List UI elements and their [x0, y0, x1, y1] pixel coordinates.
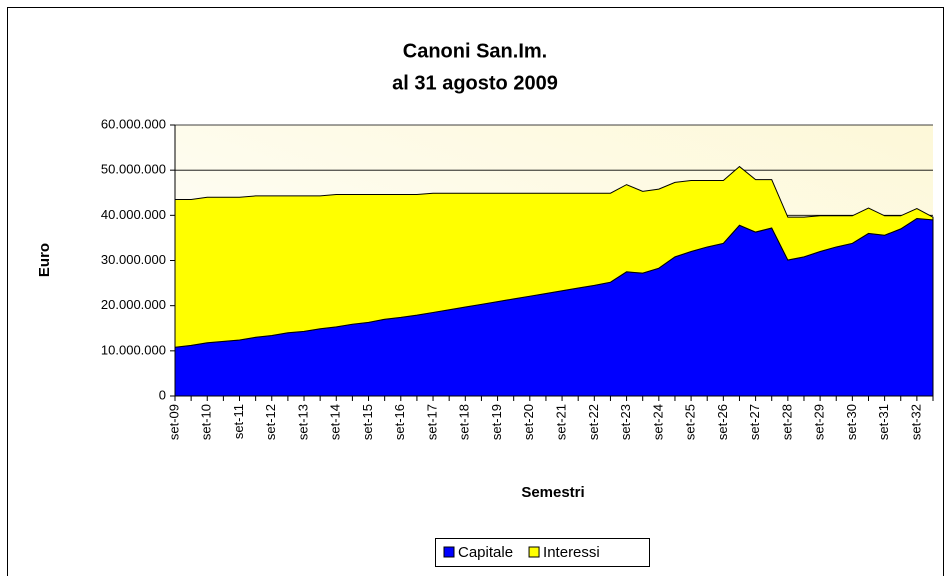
legend-label: Interessi — [543, 544, 600, 561]
legend-swatch — [443, 546, 455, 558]
x-tick-label: set-29 — [812, 404, 827, 440]
x-axis-title: Semestri — [521, 484, 584, 501]
x-tick-label: set-23 — [618, 404, 633, 440]
x-tick-label: set-11 — [231, 404, 246, 439]
x-tick-label: set-20 — [521, 404, 536, 440]
x-tick-label: set-18 — [457, 404, 472, 440]
y-tick-label: 10.000.000 — [101, 342, 166, 357]
x-tick-label: set-32 — [908, 404, 923, 440]
legend-swatch — [528, 546, 540, 558]
y-tick-label: 60.000.000 — [101, 116, 166, 131]
y-tick-label: 0 — [159, 387, 166, 402]
x-tick-label: set-14 — [328, 404, 343, 440]
x-tick-label: set-19 — [489, 404, 504, 440]
x-tick-label: set-13 — [295, 404, 310, 440]
x-tick-label: set-09 — [166, 404, 181, 440]
x-tick-label: set-16 — [392, 404, 407, 440]
y-tick-label: 20.000.000 — [101, 297, 166, 312]
y-axis-title: Euro — [36, 243, 53, 277]
x-tick-label: set-21 — [554, 404, 569, 440]
x-tick-label: set-27 — [747, 404, 762, 440]
y-tick-label: 30.000.000 — [101, 252, 166, 267]
legend — [435, 538, 650, 567]
x-tick-label: set-25 — [683, 404, 698, 440]
x-tick-label: set-22 — [586, 404, 601, 440]
x-tick-label: set-12 — [263, 404, 278, 440]
x-tick-label: set-26 — [715, 404, 730, 440]
area — [174, 165, 934, 348]
legend-label: Capitale — [458, 544, 513, 561]
y-tick-label: 50.000.000 — [101, 162, 166, 177]
chart-title: al 31 agosto 2009 — [392, 72, 558, 94]
x-tick-label: set-24 — [650, 404, 665, 440]
chart-title: Canoni San.Im. — [403, 40, 547, 62]
x-tick-label: set-10 — [199, 404, 214, 440]
y-tick-label: 40.000.000 — [101, 207, 166, 222]
x-tick-label: set-28 — [779, 404, 794, 440]
x-tick-label: set-17 — [424, 404, 439, 440]
x-tick-label: set-15 — [360, 404, 375, 440]
x-tick-label: set-30 — [844, 404, 859, 440]
x-tick-label: set-31 — [876, 404, 891, 440]
